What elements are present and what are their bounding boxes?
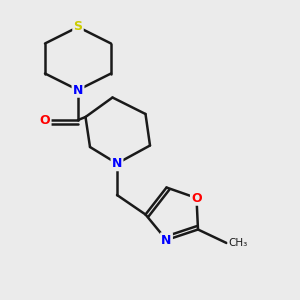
Text: O: O [40,113,50,127]
Text: O: O [191,191,202,205]
Text: N: N [73,83,83,97]
Text: CH₃: CH₃ [228,238,247,248]
Text: S: S [74,20,82,34]
Text: N: N [112,157,122,170]
Text: N: N [161,233,172,247]
